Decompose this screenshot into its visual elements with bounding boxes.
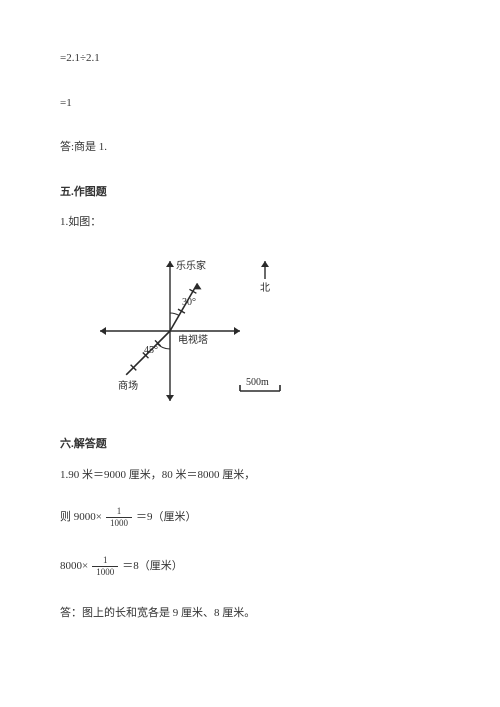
svg-text:45°: 45° [144,345,158,356]
section-6-line-2: 则 9000× 1 1000 ＝9（厘米） [60,507,440,528]
direction-diagram: 乐乐家 30° 45° 电视塔商场 北 500m [80,241,440,417]
answer-1: 答:商是 1. [60,139,440,156]
line3-pre: 8000× [60,558,88,575]
svg-text:电视塔: 电视塔 [178,333,208,346]
fraction-1-num: 1 [106,507,132,518]
svg-text:30°: 30° [182,297,196,308]
fraction-2-den: 1000 [92,567,118,577]
line3-post: ＝8（厘米） [122,558,183,575]
section-5-item: 1.如图： [60,214,440,231]
equation-step-2: =1 [60,95,440,112]
svg-text:北: 北 [260,282,270,294]
fraction-2: 1 1000 [92,556,118,577]
section-5-heading: 五.作图题 [60,184,440,201]
fraction-2-num: 1 [92,556,118,567]
section-6-line-1: 1.90 米＝9000 厘米，80 米＝8000 厘米， [60,467,440,484]
line2-post: ＝9（厘米） [136,509,197,526]
section-6-line-3: 8000× 1 1000 ＝8（厘米） [60,556,440,577]
svg-text:500m: 500m [246,377,269,388]
section-6-answer: 答：图上的长和宽各是 9 厘米、8 厘米。 [60,605,440,622]
line2-pre: 则 9000× [60,509,102,526]
svg-text:商场: 商场 [118,378,138,391]
svg-text:乐乐家: 乐乐家 [176,259,206,272]
fraction-1-den: 1000 [106,518,132,528]
fraction-1: 1 1000 [106,507,132,528]
equation-step-1: =2.1÷2.1 [60,50,440,67]
section-6-heading: 六.解答题 [60,436,440,453]
